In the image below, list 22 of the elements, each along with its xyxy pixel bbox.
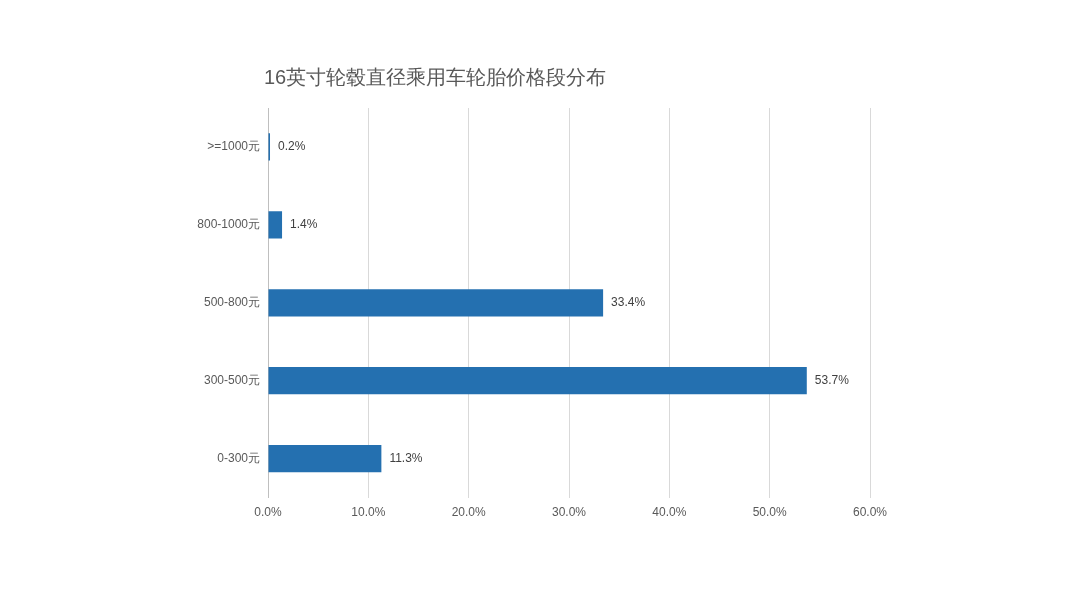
x-tick-label: 20.0% [451, 505, 487, 520]
y-tick-label: 0-300元 [217, 450, 260, 465]
y-tick-label: 800-1000元 [197, 217, 260, 232]
data-label: 0.2% [278, 139, 306, 154]
x-tick-label: 60.0% [852, 505, 888, 520]
y-tick-label: 300-500元 [203, 373, 260, 388]
x-tick-label: 40.0% [652, 505, 687, 520]
data-label: 1.4% [290, 217, 318, 232]
x-tick-label: 30.0% [551, 505, 587, 520]
chart-title: 16英寸轮毂直径乘用车轮胎价格段分布 [263, 65, 607, 88]
bar [268, 211, 283, 239]
bar [268, 445, 382, 473]
x-tick-label: 10.0% [351, 505, 386, 520]
bar [268, 289, 604, 317]
y-tick-label: >=1000元 [207, 139, 260, 154]
data-label: 53.7% [814, 373, 850, 388]
data-label: 11.3% [389, 450, 423, 465]
y-tick-label: 500-800元 [203, 295, 260, 310]
x-tick-label: 50.0% [752, 505, 788, 520]
bar [268, 367, 807, 395]
data-label: 33.4% [611, 295, 646, 310]
x-tick-label: 0.0% [254, 505, 282, 520]
